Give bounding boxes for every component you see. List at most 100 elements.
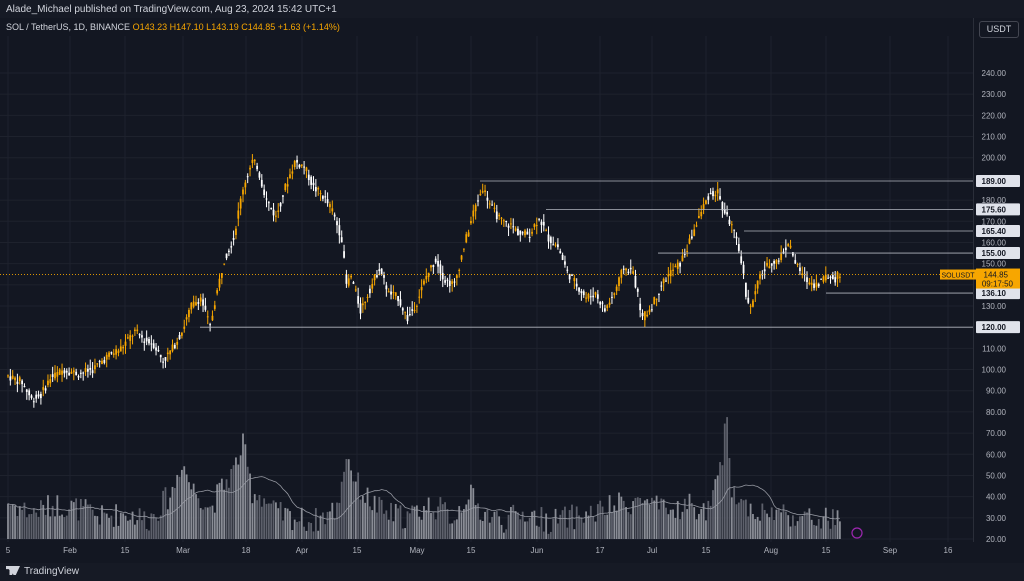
candle-body[interactable] <box>408 313 411 315</box>
candle-body[interactable] <box>564 261 566 265</box>
candle-body[interactable] <box>514 228 517 231</box>
candle-body[interactable] <box>364 301 367 303</box>
candle-body[interactable] <box>91 370 94 374</box>
candle-body[interactable] <box>324 196 327 198</box>
candle-body[interactable] <box>157 349 160 352</box>
candle-body[interactable] <box>141 335 143 338</box>
candle-body[interactable] <box>571 274 573 276</box>
candle-body[interactable] <box>209 324 211 326</box>
candle-body[interactable] <box>502 220 505 222</box>
candle-body[interactable] <box>237 210 240 219</box>
candle-body[interactable] <box>740 256 743 264</box>
candle-body[interactable] <box>96 363 99 365</box>
candle-body[interactable] <box>134 329 136 331</box>
candle-body[interactable] <box>216 290 219 294</box>
candle-body[interactable] <box>169 350 172 355</box>
candle-body[interactable] <box>199 297 202 302</box>
candle-body[interactable] <box>317 187 320 190</box>
candle-body[interactable] <box>256 165 258 170</box>
candle-body[interactable] <box>585 297 587 299</box>
candle-body[interactable] <box>596 294 599 299</box>
candle-body[interactable] <box>195 302 197 306</box>
candle-body[interactable] <box>728 219 731 225</box>
candle-body[interactable] <box>817 284 820 287</box>
candle-body[interactable] <box>427 272 430 277</box>
candle-body[interactable] <box>399 299 402 306</box>
candle-body[interactable] <box>89 367 92 370</box>
candle-body[interactable] <box>749 305 752 307</box>
candle-body[interactable] <box>279 202 282 207</box>
candle-body[interactable] <box>467 232 470 237</box>
candle-body[interactable] <box>653 297 656 305</box>
candle-body[interactable] <box>206 316 209 318</box>
candle-body[interactable] <box>406 314 409 322</box>
candle-body[interactable] <box>47 380 49 386</box>
candle-body[interactable] <box>455 275 458 278</box>
candle-body[interactable] <box>486 197 489 201</box>
candle-body[interactable] <box>495 211 498 220</box>
candle-body[interactable] <box>465 234 468 243</box>
candle-body[interactable] <box>824 274 827 281</box>
candle-body[interactable] <box>416 305 418 307</box>
candle-body[interactable] <box>775 260 778 264</box>
candle-body[interactable] <box>660 285 663 287</box>
candle-body[interactable] <box>232 238 235 240</box>
candle-body[interactable] <box>587 293 590 299</box>
candle-body[interactable] <box>766 262 768 266</box>
candle-body[interactable] <box>105 354 108 360</box>
candle-body[interactable] <box>526 231 529 235</box>
candle-body[interactable] <box>575 283 578 287</box>
candle-body[interactable] <box>780 253 783 260</box>
candle-body[interactable] <box>350 275 352 278</box>
candle-body[interactable] <box>782 251 785 253</box>
candle-body[interactable] <box>561 254 564 260</box>
candle-body[interactable] <box>688 238 691 244</box>
candle-body[interactable] <box>387 291 390 293</box>
candle-body[interactable] <box>643 311 646 321</box>
candle-body[interactable] <box>293 160 296 168</box>
candle-body[interactable] <box>512 226 515 228</box>
candle-body[interactable] <box>392 292 395 294</box>
candle-body[interactable] <box>101 360 103 365</box>
candle-body[interactable] <box>371 283 374 289</box>
candle-body[interactable] <box>768 266 771 269</box>
candle-body[interactable] <box>32 401 35 403</box>
candle-body[interactable] <box>98 361 101 363</box>
candle-body[interactable] <box>787 244 790 247</box>
candle-body[interactable] <box>801 273 804 276</box>
candle-body[interactable] <box>225 253 228 259</box>
candle-body[interactable] <box>267 202 270 204</box>
candle-body[interactable] <box>756 280 759 289</box>
candle-body[interactable] <box>531 231 533 234</box>
candle-body[interactable] <box>792 252 794 256</box>
candle-body[interactable] <box>366 296 369 298</box>
candle-body[interactable] <box>131 335 134 337</box>
candle-body[interactable] <box>322 196 324 199</box>
candle-body[interactable] <box>171 344 174 352</box>
candle-body[interactable] <box>420 287 423 291</box>
candle-body[interactable] <box>799 267 801 272</box>
candle-body[interactable] <box>65 370 68 373</box>
candle-body[interactable] <box>545 230 548 232</box>
candle-body[interactable] <box>244 182 247 188</box>
candle-body[interactable] <box>249 167 251 170</box>
candle-body[interactable] <box>94 365 96 370</box>
candle-body[interactable] <box>303 166 305 168</box>
candle-body[interactable] <box>665 280 667 282</box>
candle-body[interactable] <box>404 311 407 313</box>
candle-body[interactable] <box>604 308 606 312</box>
candle-body[interactable] <box>14 377 16 381</box>
candle-body[interactable] <box>357 296 360 304</box>
candle-body[interactable] <box>437 260 439 267</box>
candle-body[interactable] <box>745 282 747 297</box>
candle-body[interactable] <box>126 337 129 339</box>
candle-body[interactable] <box>284 183 287 191</box>
candle-body[interactable] <box>827 277 830 279</box>
candle-body[interactable] <box>361 303 364 306</box>
candle-body[interactable] <box>599 301 602 305</box>
candle-body[interactable] <box>28 390 31 396</box>
candle-body[interactable] <box>178 334 181 340</box>
candle-body[interactable] <box>573 278 576 282</box>
candle-body[interactable] <box>11 375 14 379</box>
candle-body[interactable] <box>759 274 761 279</box>
